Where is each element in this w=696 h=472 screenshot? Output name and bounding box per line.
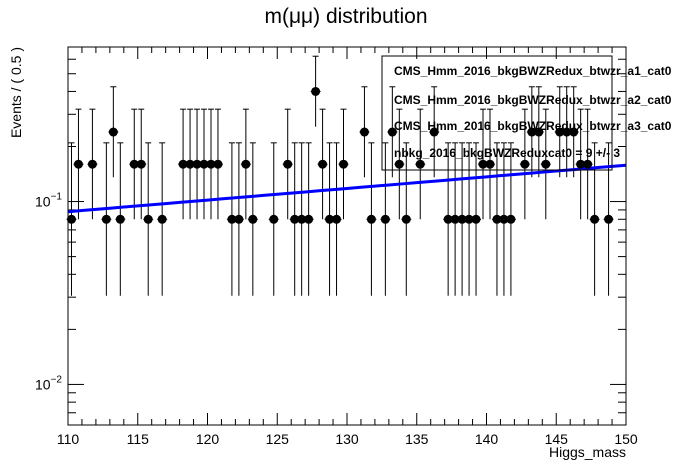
x-tick-label: 135 [405, 431, 429, 447]
chart-title: m(μμ) distribution [264, 5, 427, 28]
data-point [562, 127, 572, 137]
y-tick-label: 10−2 [35, 374, 62, 392]
data-point [332, 214, 342, 224]
x-tick-label: 150 [614, 431, 638, 447]
data-points [66, 86, 614, 224]
data-point [555, 127, 565, 137]
legend-entry-1: CMS_Hmm_2016_bkgBWZRedux_btwzr_a1_cat0 [394, 64, 672, 78]
data-point [192, 159, 202, 169]
x-axis-label: Higgs_mass [549, 444, 626, 460]
data-point [269, 214, 279, 224]
data-point [290, 214, 300, 224]
fit-curve [67, 163, 627, 214]
legend-entry-4: nbkg_2016_bkgBWZReduxcat0 = 9 +/- 3 [394, 146, 620, 160]
legend-box [381, 55, 613, 171]
data-point [387, 127, 397, 137]
x-tick-label: 130 [335, 431, 359, 447]
data-point [457, 214, 467, 224]
y-tick-label: 10−1 [35, 192, 62, 210]
x-tick-label: 145 [545, 431, 569, 447]
data-point [185, 159, 195, 169]
data-point [527, 127, 537, 137]
data-point [311, 86, 321, 96]
data-point [380, 214, 390, 224]
data-point [520, 159, 530, 169]
data-point [213, 159, 223, 169]
data-point [108, 127, 118, 137]
data-point [129, 159, 139, 169]
data-point [590, 214, 600, 224]
y-axis-label: Events / ( 0.5 ) [8, 47, 24, 138]
data-point [359, 127, 369, 137]
data-point [443, 214, 453, 224]
legend: CMS_Hmm_2016_bkgBWZRedux_btwzr_a1_cat0 C… [381, 55, 672, 171]
data-point [604, 214, 614, 224]
data-point [339, 159, 349, 169]
data-point [73, 159, 83, 169]
data-point [366, 214, 376, 224]
data-point [506, 214, 516, 224]
data-point [115, 214, 125, 224]
data-point [325, 214, 335, 224]
data-point [206, 159, 216, 169]
axis-ticks: 110 115 120 125 130 135 140 145 150 10−2 10−1 [35, 47, 638, 447]
data-point [499, 214, 509, 224]
data-point [248, 214, 258, 224]
data-point [478, 159, 488, 169]
data-point [199, 159, 209, 169]
data-point [297, 214, 307, 224]
data-point [429, 127, 439, 137]
x-tick-label: 110 [57, 431, 80, 447]
data-point [157, 214, 167, 224]
data-point [178, 159, 188, 169]
legend-entry-3: CMS_Hmm_2016_bkgBWZRedux_btwzr_a3_cat0 [394, 119, 672, 133]
data-point [576, 159, 586, 169]
legend-entry-2: CMS_Hmm_2016_bkgBWZRedux_btwzr_a2_cat0 [394, 93, 672, 107]
data-point [101, 214, 111, 224]
data-point [283, 159, 293, 169]
x-tick-label: 120 [196, 431, 220, 447]
data-point [143, 214, 153, 224]
data-point [415, 159, 425, 169]
x-tick-label: 125 [266, 431, 290, 447]
plot-frame [67, 46, 627, 426]
data-point [485, 159, 495, 169]
data-point [66, 214, 76, 224]
data-point [450, 214, 460, 224]
x-tick-label: 140 [475, 431, 499, 447]
data-point [318, 159, 328, 169]
data-point [541, 159, 551, 169]
data-point [569, 127, 579, 137]
data-point [471, 214, 481, 224]
data-point [227, 214, 237, 224]
data-point [394, 159, 404, 169]
data-point [534, 127, 544, 137]
data-point [136, 159, 146, 169]
fit-line [67, 163, 627, 214]
data-point [241, 159, 251, 169]
data-point [401, 214, 411, 224]
data-point [583, 159, 593, 169]
x-tick-label: 115 [127, 431, 150, 447]
data-point [87, 159, 97, 169]
data-point [234, 214, 244, 224]
data-point [304, 214, 314, 224]
data-point [464, 214, 474, 224]
data-point [492, 214, 502, 224]
